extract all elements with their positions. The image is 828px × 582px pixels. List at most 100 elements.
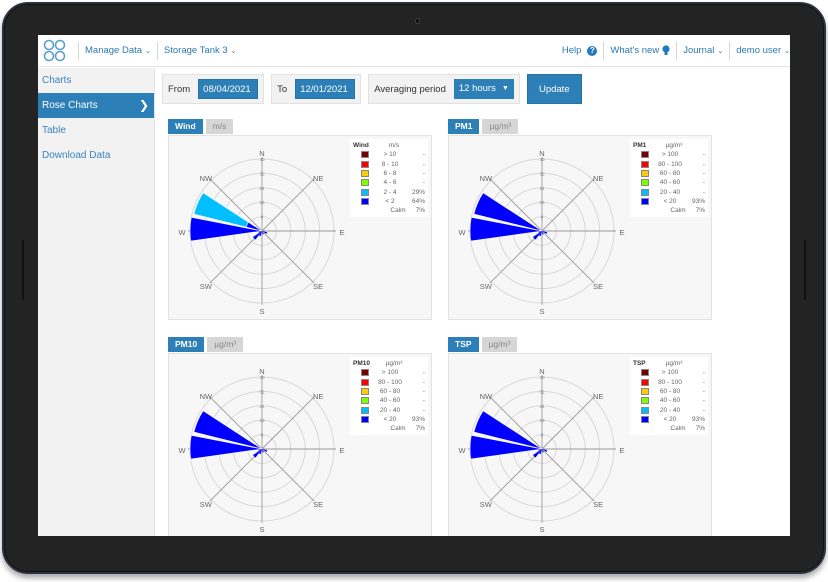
to-date-input[interactable]: 12/01/2021 xyxy=(295,79,356,99)
calm-value: 7% xyxy=(695,207,705,215)
chart-panel-tsp: TSP µg/m³ 8 16 24 32 40 N NE E SE S SW W NW TSP µg/m³ >… xyxy=(448,337,712,536)
svg-text:32: 32 xyxy=(259,171,265,176)
legend-percent: 93% xyxy=(691,415,705,423)
svg-text:40: 40 xyxy=(259,375,265,380)
chart-legend: TSP µg/m³ > 100-80 - 100-60 - 80-40 - 60-2… xyxy=(630,357,708,436)
legend-range: 60 - 80 xyxy=(659,170,681,178)
svg-text:16: 16 xyxy=(539,418,545,423)
legend-row: < 20 93% xyxy=(633,197,705,206)
direction-label: W xyxy=(178,228,186,237)
chart-title-tab[interactable]: TSP xyxy=(448,337,479,352)
chart-title-tab[interactable]: PM1 xyxy=(448,119,480,134)
legend-range: 20 - 40 xyxy=(379,406,401,414)
legend-range: < 2 xyxy=(385,197,395,205)
rose-chart: 8 16 24 32 40 N NE E SE S SW W NW PM10 µg/m³ > 100-80 -… xyxy=(168,353,432,536)
direction-label: NW xyxy=(480,174,493,183)
legend-row: 40 - 60 - xyxy=(633,396,705,405)
calm-value: 7% xyxy=(415,425,425,433)
sidebar: Charts Rose Charts ❯ Table Download Data xyxy=(38,68,155,536)
sidebar-item-rose-charts[interactable]: Rose Charts ❯ xyxy=(38,93,154,118)
question-icon: ? xyxy=(587,45,598,56)
legend-swatch xyxy=(361,151,369,159)
legend-swatch xyxy=(641,397,649,405)
chart-title-tab[interactable]: Wind xyxy=(168,119,203,134)
direction-label: S xyxy=(259,525,264,534)
legend-row: < 20 93% xyxy=(633,415,705,424)
sidebar-item-table[interactable]: Table xyxy=(38,118,154,143)
direction-label: SE xyxy=(313,282,323,291)
direction-label: SW xyxy=(200,282,213,291)
rose-chart: 8 16 24 32 40 N NE E SE S SW W NW PM1 µg/m³ > 100-80 - … xyxy=(448,135,712,320)
journal-label: Journal xyxy=(683,45,715,56)
chart-title-tab[interactable]: PM10 xyxy=(168,337,205,352)
legend-range: 2 - 4 xyxy=(383,188,397,196)
app-logo[interactable] xyxy=(38,35,72,67)
sidebar-item-download-data[interactable]: Download Data xyxy=(38,143,154,168)
direction-label: SW xyxy=(480,282,493,291)
legend-swatch xyxy=(641,160,649,168)
from-date-input[interactable]: 08/04/2021 xyxy=(198,79,259,99)
legend-percent: - xyxy=(422,179,425,187)
divider xyxy=(603,41,605,60)
rose-plot: 8 16 24 32 40N NE E SE S SW W NW xyxy=(458,149,624,316)
chart-unit-tab[interactable]: µg/m³ xyxy=(482,119,519,134)
legend-percent: - xyxy=(702,406,705,414)
direction-label: N xyxy=(539,149,544,158)
legend-swatch xyxy=(361,197,369,205)
legend-range: > 100 xyxy=(381,369,399,377)
sidebar-item-charts[interactable]: Charts xyxy=(38,68,154,93)
chart-unit-tab[interactable]: m/s xyxy=(205,119,234,134)
legend-percent: - xyxy=(422,170,425,178)
journal-menu[interactable]: Journal ⌄ xyxy=(683,45,723,56)
legend-range: 60 - 80 xyxy=(659,388,681,396)
update-button[interactable]: Update xyxy=(526,74,582,104)
caret-down-icon: ▼ xyxy=(501,85,509,92)
legend-unit: µg/m³ xyxy=(665,142,683,150)
legend-swatch xyxy=(641,151,649,159)
averaging-period-select[interactable]: 12 hours ▼ xyxy=(453,79,514,99)
svg-text:16: 16 xyxy=(259,200,265,205)
legend-swatch xyxy=(641,406,649,414)
direction-label: E xyxy=(619,446,624,455)
user-menu[interactable]: demo user ⌄ xyxy=(736,45,790,56)
manage-data-menu[interactable]: Manage Data ⌄ xyxy=(85,45,151,56)
legend-swatch xyxy=(641,388,649,396)
legend-row: 4 - 6 - xyxy=(353,178,425,187)
legend-percent: - xyxy=(702,170,705,178)
whats-new-link[interactable]: What's new xyxy=(610,45,670,56)
site-selector[interactable]: Storage Tank 3 ⌄ xyxy=(164,45,237,56)
legend-range: < 20 xyxy=(663,415,677,423)
averaging-period-label: Averaging period xyxy=(374,83,446,95)
help-link[interactable]: Help ? xyxy=(562,45,598,56)
legend-row: 80 - 100 - xyxy=(633,378,705,387)
direction-label: E xyxy=(619,228,624,237)
svg-text:24: 24 xyxy=(259,186,265,191)
divider xyxy=(729,41,731,60)
direction-label: S xyxy=(259,307,264,316)
direction-label: SE xyxy=(313,500,323,509)
direction-label: E xyxy=(339,446,344,455)
divider xyxy=(78,41,79,60)
chart-panel-pm10: PM10 µg/m³ 8 16 24 32 40 N NE E SE S SW W NW PM10 µg/m… xyxy=(168,337,432,536)
direction-label: NW xyxy=(200,174,213,183)
manage-data-label: Manage Data xyxy=(85,45,143,56)
legend-swatch xyxy=(361,170,369,178)
legend-range: 4 - 6 xyxy=(383,179,397,187)
legend-percent: - xyxy=(422,388,425,396)
legend-range: 40 - 60 xyxy=(659,179,681,187)
legend-range: < 20 xyxy=(663,197,677,205)
legend-row: 2 - 4 29% xyxy=(353,187,425,196)
legend-swatch xyxy=(641,415,649,423)
legend-percent: 29% xyxy=(411,188,425,196)
calm-label: Calm xyxy=(670,425,686,433)
calm-label: Calm xyxy=(390,207,406,215)
svg-text:32: 32 xyxy=(539,171,545,176)
chevron-down-icon: ⌄ xyxy=(784,47,790,55)
legend-title: PM10 xyxy=(353,360,370,368)
legend-unit: m/s xyxy=(388,142,400,150)
chart-unit-tab[interactable]: µg/m³ xyxy=(481,337,518,352)
legend-percent: - xyxy=(422,369,425,377)
direction-label: NE xyxy=(593,174,603,183)
chart-unit-tab[interactable]: µg/m³ xyxy=(207,337,244,352)
direction-label: SW xyxy=(480,500,493,509)
